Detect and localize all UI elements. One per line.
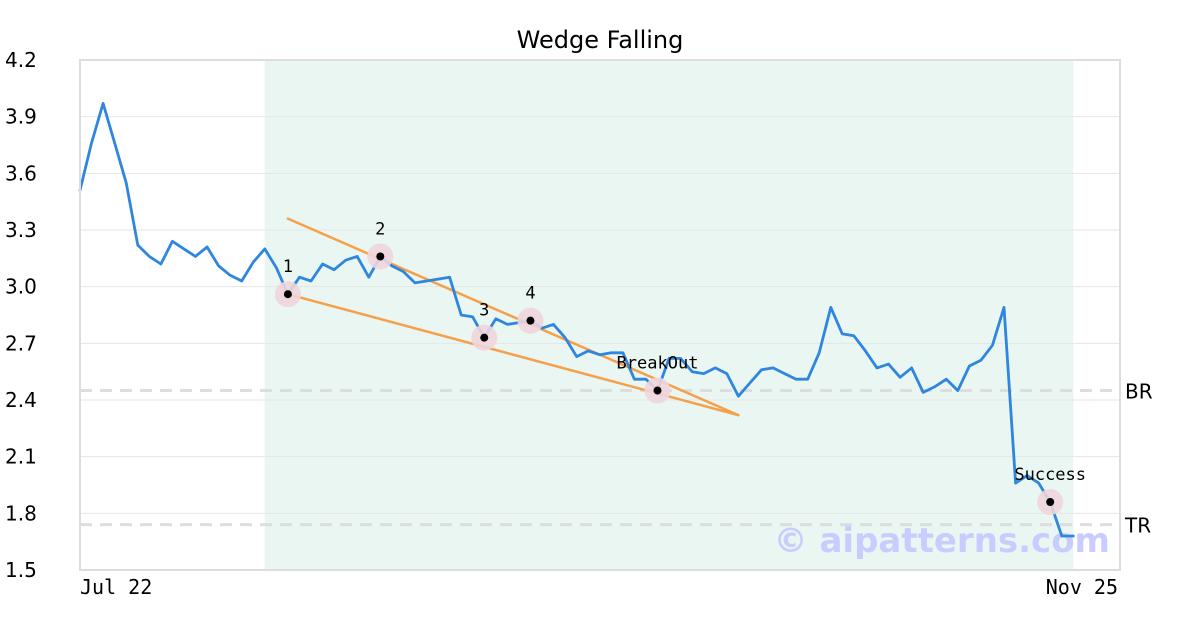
grid-layer [80,116,1120,514]
annotation-markers-layer: 1 2 3 4 BreakOut Success [274,219,1086,515]
y-tick-label: 3.3 [5,218,37,242]
reference-lines-layer: BR TR [80,380,1153,538]
marker-point-3 [480,333,489,342]
plot-frame [79,59,1121,571]
y-tick-label: 4.2 [5,48,37,72]
marker-label-2: 2 [375,219,385,239]
y-tick-label: 2.7 [5,331,37,355]
marker-point-breakout [653,386,662,395]
marker-point-4 [526,316,535,325]
y-tick-label: 1.5 [5,558,37,582]
y-tick-label: 1.8 [5,501,37,525]
price-series-layer [78,102,1075,538]
y-tick-label: 3.9 [5,105,37,129]
marker-label-3: 3 [479,301,489,321]
x-tick-label: Jul 22 [80,575,152,599]
marker-point-2 [376,252,385,261]
marker-label-1: 1 [283,257,293,277]
marker-label-breakout: BreakOut [617,354,699,374]
watermark-text: © aipatterns.com [774,521,1110,561]
x-tick-label: Nov 25 [1046,575,1118,599]
price-line [78,102,1075,538]
reference-label-br: BR [1125,380,1153,404]
marker-point-success [1046,498,1055,506]
axis-labels-layer: 1.5 1.8 2.1 2.4 2.7 3.0 3.3 3.6 3.9 4.2 Jul 22 Nov … [5,48,1118,599]
pattern-zone [264,60,1074,570]
y-tick-label: 3.0 [5,275,37,299]
marker-label-success: Success [1014,465,1086,485]
reference-label-tr: TR [1124,514,1151,538]
marker-point-1 [283,290,292,299]
y-tick-label: 3.6 [5,161,37,185]
y-tick-label: 2.1 [5,445,37,469]
y-tick-label: 2.4 [5,388,37,412]
pattern-zone-layer [264,60,1074,570]
chart-title: Wedge Falling [517,26,684,54]
marker-label-4: 4 [525,284,535,304]
